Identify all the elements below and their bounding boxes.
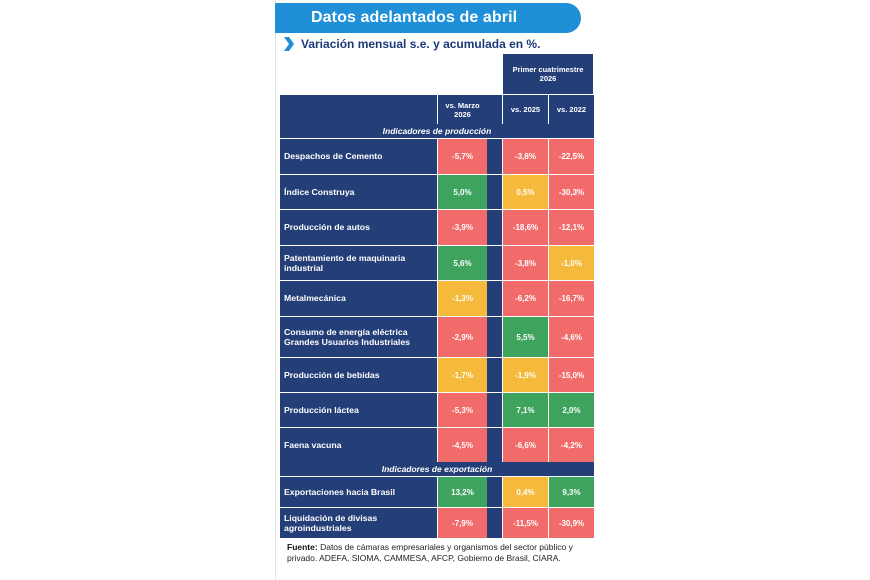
spacer-cell xyxy=(487,428,502,462)
value-vs-2025: -11,5% xyxy=(503,508,548,538)
spacer-cell xyxy=(487,210,502,245)
value-vs-2022: -4,6% xyxy=(549,317,594,357)
source-text: Datos de cámaras empresariales y organis… xyxy=(287,542,573,563)
row-label: Exportaciones hacia Brasil xyxy=(280,477,437,507)
value-vs-2025: -3,8% xyxy=(503,139,548,174)
table-row: Liquidación de divisas agroindustriales -… xyxy=(280,508,594,538)
value-vs-2022: -15,0% xyxy=(549,358,594,392)
header-vs-2025: vs. 2025 xyxy=(503,95,548,124)
source-label: Fuente: xyxy=(287,542,318,552)
value-vs-march: -4,5% xyxy=(438,428,487,462)
row-label: Producción láctea xyxy=(280,393,437,427)
subtitle-row: Variación mensual s.e. y acumulada en %. xyxy=(283,35,540,53)
row-label: Liquidación de divisas agroindustriales xyxy=(280,508,437,538)
spacer-cell xyxy=(487,358,502,392)
value-vs-march: -5,3% xyxy=(438,393,487,427)
value-vs-2025: 0,4% xyxy=(503,477,548,507)
value-vs-2025: -6,2% xyxy=(503,281,548,316)
row-label: Producción de bebidas xyxy=(280,358,437,392)
value-vs-2022: -30,9% xyxy=(549,508,594,538)
spacer-cell xyxy=(487,477,502,507)
value-vs-2022: -12,1% xyxy=(549,210,594,245)
chevron-right-icon xyxy=(284,37,294,51)
value-vs-2022: 9,3% xyxy=(549,477,594,507)
spacer-cell xyxy=(487,246,502,280)
value-vs-2025: 0,5% xyxy=(503,175,548,209)
value-vs-2022: -30,3% xyxy=(549,175,594,209)
row-label: Producción de autos xyxy=(280,210,437,245)
value-vs-2022: 2,0% xyxy=(549,393,594,427)
spacer-cell xyxy=(487,175,502,209)
value-vs-march: -1,7% xyxy=(438,358,487,392)
value-vs-2022: -1,0% xyxy=(549,246,594,280)
value-vs-2025: 7,1% xyxy=(503,393,548,427)
table-row: Exportaciones hacia Brasil 13,2% 0,4% 9,3% xyxy=(280,477,594,507)
table-row: Índice Construya 5,0% 0,5% -30,3% xyxy=(280,175,594,209)
row-label: Patentamiento de maquinaria industrial xyxy=(280,246,437,280)
header-spacer xyxy=(487,95,502,124)
row-label: Consumo de energía eléctrica Grandes Usu… xyxy=(280,317,437,357)
section-header: Indicadores de producción xyxy=(280,124,594,138)
table-row: Despachos de Cemento -5,7% -3,8% -22,5% xyxy=(280,139,594,174)
spacer-cell xyxy=(487,393,502,427)
value-vs-march: -3,9% xyxy=(438,210,487,245)
value-vs-2025: -3,8% xyxy=(503,246,548,280)
value-vs-march: 13,2% xyxy=(438,477,487,507)
spacer-cell xyxy=(487,281,502,316)
table-row: Faena vacuna -4,5% -6,6% -4,2% xyxy=(280,428,594,462)
table-row: Producción de bebidas -1,7% -1,9% -15,0% xyxy=(280,358,594,392)
table-row: Producción de autos -3,9% -18,6% -12,1% xyxy=(280,210,594,245)
header-vs-2022: vs. 2022 xyxy=(549,95,594,124)
value-vs-2025: -1,9% xyxy=(503,358,548,392)
subtitle-text: Variación mensual s.e. y acumulada en %. xyxy=(301,37,541,51)
spacer-cell xyxy=(487,139,502,174)
spacer-cell xyxy=(487,508,502,538)
row-label: Despachos de Cemento xyxy=(280,139,437,174)
value-vs-2025: -6,6% xyxy=(503,428,548,462)
value-vs-2022: -22,5% xyxy=(549,139,594,174)
table-row: Producción láctea -5,3% 7,1% 2,0% xyxy=(280,393,594,427)
table-row: Patentamiento de maquinaria industrial 5,… xyxy=(280,246,594,280)
page-title: Datos adelantados de abril xyxy=(311,9,518,26)
value-vs-march: -5,7% xyxy=(438,139,487,174)
value-vs-march: 5,6% xyxy=(438,246,487,280)
table-row: Metalmecánica -1,3% -6,2% -16,7% xyxy=(280,281,594,316)
row-label: Índice Construya xyxy=(280,175,437,209)
title-banner: Datos adelantados de abril xyxy=(275,3,581,33)
row-label: Faena vacuna xyxy=(280,428,437,462)
value-vs-2025: 5,5% xyxy=(503,317,548,357)
column-group-header: Primer cuatrimestre 2026 xyxy=(503,54,593,94)
source-note: Fuente: Datos de cámaras empresariales y… xyxy=(287,542,577,563)
header-blank xyxy=(280,95,437,124)
table-header: vs. Marzo 2026 vs. 2025 vs. 2022 xyxy=(280,95,594,124)
value-vs-2025: -18,6% xyxy=(503,210,548,245)
header-vs-march: vs. Marzo 2026 xyxy=(438,95,487,124)
value-vs-march: -2,9% xyxy=(438,317,487,357)
value-vs-march: 5,0% xyxy=(438,175,487,209)
value-vs-2022: -4,2% xyxy=(549,428,594,462)
table-row: Consumo de energía eléctrica Grandes Usu… xyxy=(280,317,594,357)
section-header: Indicadores de exportación xyxy=(280,462,594,476)
value-vs-2022: -16,7% xyxy=(549,281,594,316)
value-vs-march: -1,3% xyxy=(438,281,487,316)
spacer-cell xyxy=(487,317,502,357)
value-vs-march: -7,9% xyxy=(438,508,487,538)
row-label: Metalmecánica xyxy=(280,281,437,316)
